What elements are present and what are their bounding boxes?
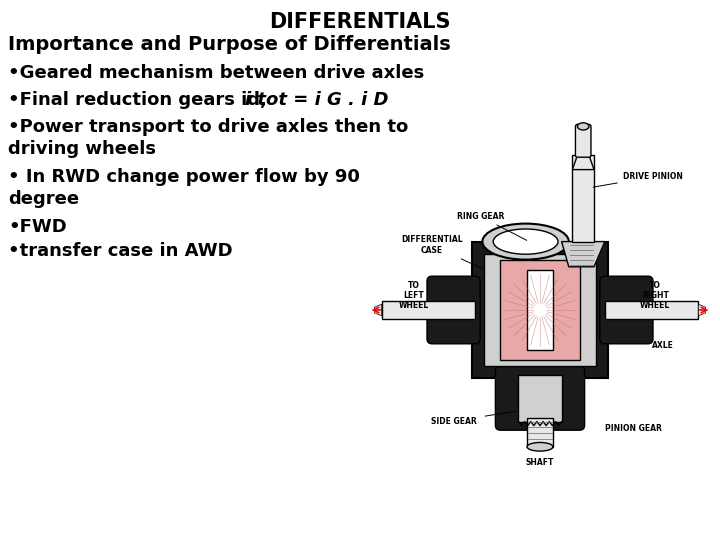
- Polygon shape: [374, 304, 382, 316]
- Polygon shape: [562, 241, 605, 267]
- Bar: [382, 301, 475, 319]
- Bar: [605, 301, 698, 319]
- FancyBboxPatch shape: [484, 254, 596, 366]
- Text: SHAFT: SHAFT: [526, 457, 554, 467]
- Text: DRIVE PINION: DRIVE PINION: [593, 172, 683, 187]
- Text: PINION GEAR: PINION GEAR: [605, 424, 662, 433]
- Text: SIDE GEAR: SIDE GEAR: [431, 417, 477, 426]
- Text: •Geared mechanism between drive axles: •Geared mechanism between drive axles: [8, 64, 424, 82]
- Text: •transfer case in AWD: •transfer case in AWD: [8, 242, 233, 260]
- Ellipse shape: [493, 229, 558, 254]
- FancyBboxPatch shape: [427, 276, 480, 344]
- Text: DIFFERENTIALS: DIFFERENTIALS: [269, 12, 451, 32]
- Polygon shape: [698, 304, 706, 316]
- Bar: [527, 418, 553, 447]
- Text: RING GEAR: RING GEAR: [456, 212, 527, 240]
- FancyBboxPatch shape: [527, 271, 553, 349]
- Ellipse shape: [527, 442, 553, 451]
- Bar: [518, 375, 562, 422]
- Ellipse shape: [482, 224, 569, 260]
- Polygon shape: [572, 155, 594, 170]
- Text: TO
RIGHT
WHEEL: TO RIGHT WHEEL: [640, 281, 670, 310]
- FancyBboxPatch shape: [495, 366, 585, 430]
- FancyBboxPatch shape: [500, 260, 580, 360]
- FancyBboxPatch shape: [600, 276, 653, 344]
- Text: Importance and Purpose of Differentials: Importance and Purpose of Differentials: [8, 35, 451, 54]
- Bar: [572, 155, 594, 241]
- Text: driving wheels: driving wheels: [8, 140, 156, 158]
- Text: DIFFERENTIAL
CASE: DIFFERENTIAL CASE: [401, 235, 484, 269]
- Text: • In RWD change power flow by 90: • In RWD change power flow by 90: [8, 168, 360, 186]
- Text: i tot = i G . i D: i tot = i G . i D: [245, 91, 389, 109]
- Ellipse shape: [577, 123, 589, 130]
- Text: •Power transport to drive axles then to: •Power transport to drive axles then to: [8, 118, 408, 136]
- Text: •Final reduction gears id,: •Final reduction gears id,: [8, 91, 267, 109]
- Text: •FWD: •FWD: [8, 218, 67, 236]
- Text: TO
LEFT
WHEEL: TO LEFT WHEEL: [399, 281, 429, 310]
- FancyBboxPatch shape: [472, 241, 608, 379]
- Text: AXLE: AXLE: [652, 341, 673, 350]
- Text: degree: degree: [8, 190, 79, 208]
- FancyBboxPatch shape: [575, 124, 591, 157]
